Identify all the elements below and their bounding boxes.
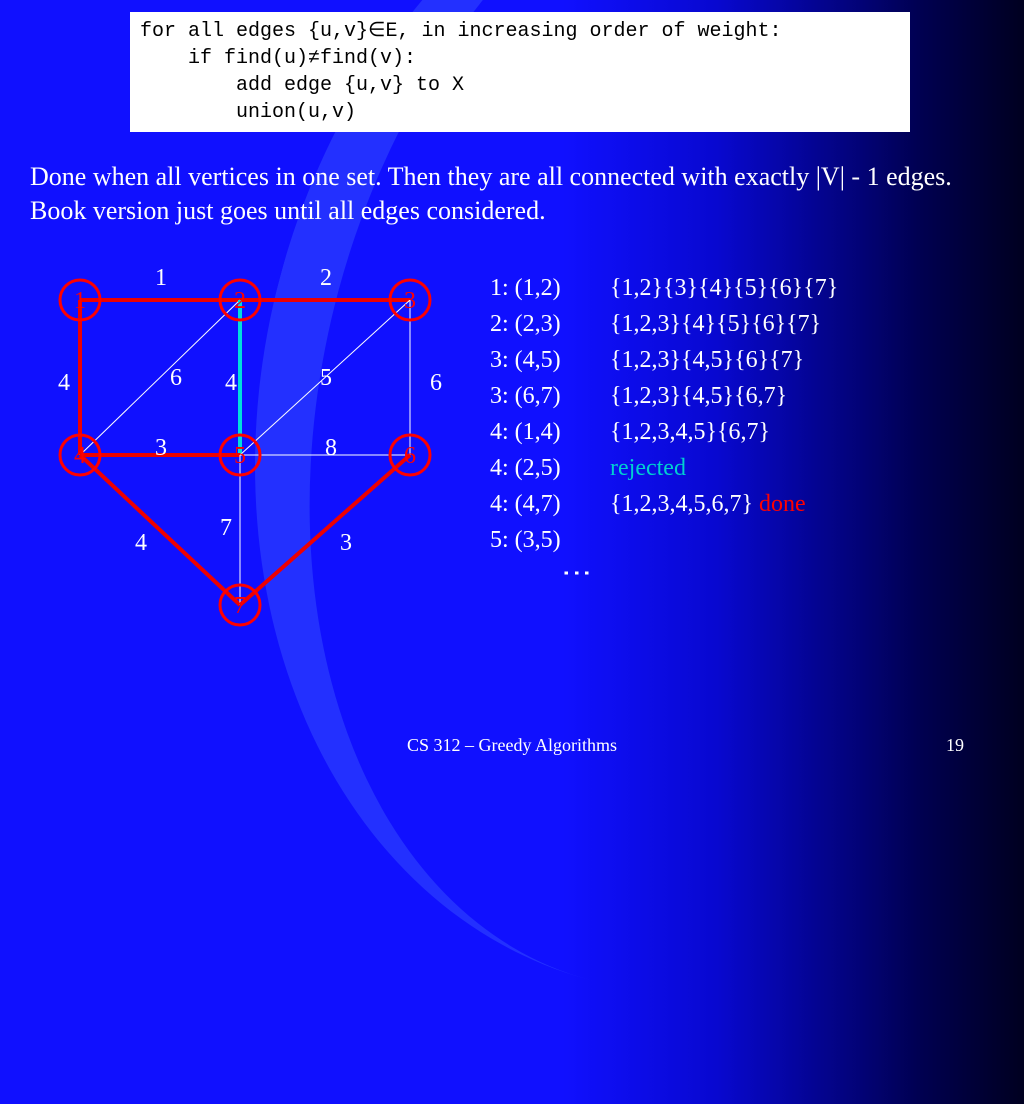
edge-weight-label: 4 — [58, 370, 70, 396]
edge-weight-label: 6 — [430, 370, 442, 396]
edge-weight-label: 3 — [155, 435, 167, 461]
step-sets: {1,2,3,4,5,6,7} — [610, 491, 753, 517]
step-row: 4: (1,4){1,2,3,4,5}{6,7} — [490, 414, 838, 450]
step-row: 5: (3,5) — [490, 522, 838, 558]
step-edge: 5: (3,5) — [490, 522, 610, 558]
step-edge: 3: (6,7) — [490, 378, 610, 414]
step-sets: rejected — [610, 455, 686, 481]
graph-diagram: 1 2 4 6 4 5 6 3 8 4 7 3 1 2 3 4 5 6 7 — [30, 260, 450, 650]
description-content: Done when all vertices in one set. Then … — [30, 162, 952, 225]
edge-weight-label: 1 — [155, 265, 167, 291]
step-edge: 4: (4,7) — [490, 486, 610, 522]
step-row: 4: (2,5)rejected — [490, 450, 838, 486]
description-text: Done when all vertices in one set. Then … — [30, 160, 990, 228]
node-label: 6 — [404, 443, 416, 469]
step-note: done — [753, 491, 806, 517]
footer-text: CS 312 – Greedy Algorithms — [0, 735, 1024, 756]
step-sets: {1,2,3,4,5}{6,7} — [610, 419, 770, 445]
node-label: 7 — [234, 593, 246, 619]
step-sets: {1,2,3}{4}{5}{6}{7} — [610, 311, 821, 337]
step-row: 3: (4,5){1,2,3}{4,5}{6}{7} — [490, 342, 838, 378]
node-label: 2 — [234, 288, 246, 314]
graph-edge — [80, 300, 240, 455]
step-sets: {1,2,3}{4,5}{6,7} — [610, 383, 787, 409]
graph-edge — [80, 455, 240, 605]
node-label: 4 — [74, 443, 86, 469]
step-row: 3: (6,7){1,2,3}{4,5}{6,7} — [490, 378, 838, 414]
edge-weight-label: 8 — [325, 435, 337, 461]
page-number: 19 — [946, 735, 964, 756]
node-label: 3 — [404, 288, 416, 314]
step-edge: 1: (1,2) — [490, 270, 610, 306]
edge-weight-label: 7 — [220, 515, 232, 541]
step-edge: 4: (1,4) — [490, 414, 610, 450]
pseudocode-box: for all edges {u,v}∈E, in increasing ord… — [130, 12, 910, 132]
edge-weight-label: 4 — [225, 370, 237, 396]
step-sets: {1,2,3}{4,5}{6}{7} — [610, 347, 804, 373]
edge-weight-label: 5 — [320, 365, 332, 391]
step-row: 2: (2,3){1,2,3}{4}{5}{6}{7} — [490, 306, 838, 342]
ellipsis-icon: ⋮ — [570, 558, 582, 590]
edge-weight-label: 4 — [135, 530, 147, 556]
step-edge: 3: (4,5) — [490, 342, 610, 378]
edge-weight-label: 6 — [170, 365, 182, 391]
node-label: 1 — [74, 288, 86, 314]
edge-weight-label: 3 — [340, 530, 352, 556]
step-edge: 2: (2,3) — [490, 306, 610, 342]
step-row: 1: (1,2){1,2}{3}{4}{5}{6}{7} — [490, 270, 838, 306]
step-sets: {1,2}{3}{4}{5}{6}{7} — [610, 275, 838, 301]
node-label: 5 — [234, 443, 246, 469]
edge-weight-label: 2 — [320, 265, 332, 291]
step-row: 4: (4,7){1,2,3,4,5,6,7} done — [490, 486, 838, 522]
step-edge: 4: (2,5) — [490, 450, 610, 486]
algorithm-steps: 1: (1,2){1,2}{3}{4}{5}{6}{7}2: (2,3){1,2… — [490, 270, 838, 590]
graph-edge — [240, 455, 410, 605]
